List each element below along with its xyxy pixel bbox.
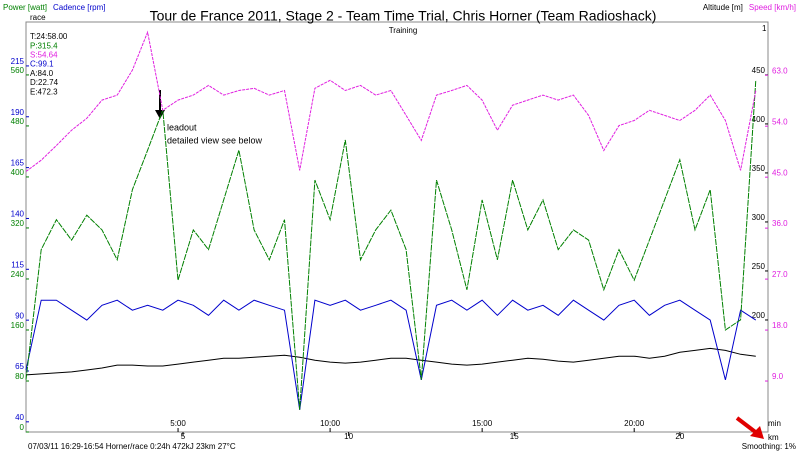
- y-tick-label: 480: [11, 117, 25, 126]
- y-tick-label: 115: [11, 260, 24, 269]
- stat: P:315.4: [30, 41, 58, 50]
- x2-tick-label: 20: [675, 432, 684, 441]
- annotation: leadout: [167, 122, 197, 132]
- y-tick-label: 54.0: [772, 117, 788, 126]
- y-tick-label: 450: [752, 66, 766, 75]
- chart-title: Tour de France 2011, Stage 2 - Team Time…: [150, 8, 657, 24]
- corner-label: 1: [762, 24, 767, 33]
- y-tick-label: 80: [15, 372, 24, 381]
- y-tick-label: 400: [752, 115, 766, 124]
- plot-label: race: [30, 13, 46, 22]
- stat: E:472.3: [30, 87, 58, 96]
- stat: D:22.74: [30, 78, 59, 87]
- plot-frame: [25, 21, 769, 433]
- legend-entry: Power [watt]: [3, 3, 47, 12]
- stat: A:84.0: [30, 69, 54, 78]
- red-arrow: [735, 416, 760, 436]
- x-tick-label: 20:00: [624, 419, 645, 428]
- annotation: detailed view see below: [167, 135, 263, 145]
- footer: 07/03/11 16:29-16:54 Horner/race 0:24h 4…: [28, 442, 236, 451]
- y-tick-label: 165: [11, 159, 25, 168]
- y-tick-label: 45.0: [772, 168, 788, 177]
- y-tick-label: 320: [11, 219, 25, 228]
- y-tick-label: 190: [11, 108, 25, 117]
- series-line: [25, 299, 757, 410]
- y-tick-label: 36.0: [772, 219, 788, 228]
- x2-tick-label: 5: [181, 432, 186, 441]
- y-tick-label: 560: [11, 66, 25, 75]
- stat: T:24:58.00: [30, 32, 68, 41]
- x2-tick-label: 15: [510, 432, 519, 441]
- y-tick-label: 40: [15, 413, 24, 422]
- smoothing: Smoothing: 1%: [742, 442, 796, 451]
- y-tick-label: 9.0: [772, 372, 784, 381]
- subtitle: Training: [389, 26, 418, 35]
- legend-entry: Altitude [m]: [703, 3, 743, 12]
- y-tick-label: 27.0: [772, 270, 788, 279]
- y-tick-label: 350: [752, 164, 766, 173]
- y-tick-label: 65: [15, 362, 24, 371]
- y-tick-label: 18.0: [772, 321, 788, 330]
- y-tick-label: 0: [20, 423, 25, 432]
- red-arrowhead: [750, 426, 764, 439]
- x2-tick-label: 10: [344, 432, 353, 441]
- x-tick-label: 15:00: [472, 419, 493, 428]
- series-line: [25, 79, 757, 410]
- y-tick-label: 250: [752, 262, 766, 271]
- series-line: [25, 30, 757, 172]
- stat: S:54.64: [30, 51, 58, 60]
- x-tick-label: 10:00: [320, 419, 341, 428]
- y-tick-label: 300: [752, 213, 766, 222]
- y-tick-label: 240: [11, 270, 25, 279]
- y-tick-label: 140: [11, 210, 25, 219]
- series-line: [25, 347, 756, 376]
- y-tick-label: 400: [11, 168, 25, 177]
- y-tick-label: 160: [11, 321, 25, 330]
- x-tick-label: 5:00: [170, 419, 186, 428]
- y-tick-label: 215: [11, 57, 25, 66]
- y-tick-label: 90: [15, 311, 24, 320]
- annotation-arrowhead: [155, 110, 165, 119]
- legend-entry: Cadence [rpm]: [53, 3, 105, 12]
- legend-entry: Speed [km/h]: [749, 3, 796, 12]
- x2-unit: km: [768, 433, 779, 442]
- stat: C:99.1: [30, 60, 54, 69]
- x-unit: min: [768, 419, 781, 428]
- y-tick-label: 200: [752, 311, 766, 320]
- y-tick-label: 63.0: [772, 66, 788, 75]
